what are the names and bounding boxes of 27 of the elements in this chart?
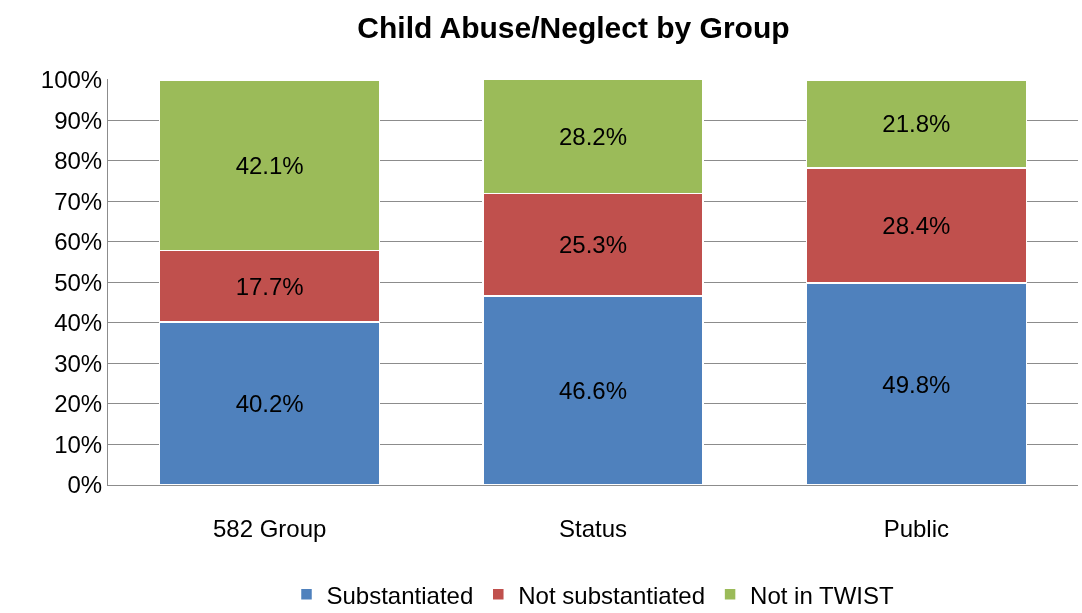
data-label: 28.2% [558, 123, 628, 151]
x-tick-label: Status [558, 514, 628, 542]
chart-title: Child Abuse/Neglect by Group [357, 11, 790, 45]
data-label: 25.3% [558, 231, 628, 259]
data-label: 46.6% [558, 377, 628, 405]
y-tick-label: 0% [67, 471, 103, 499]
y-tick-label: 30% [54, 349, 103, 377]
y-tick-label: 60% [54, 228, 103, 256]
y-tick-label: 50% [54, 268, 103, 296]
data-label: 40.2% [235, 390, 304, 418]
data-label: 42.1% [235, 151, 304, 179]
legend-label: Substantiated [326, 581, 474, 609]
data-label: 28.4% [882, 212, 951, 240]
data-label: 21.8% [882, 110, 951, 138]
y-tick-label: 40% [54, 309, 103, 337]
y-tick-label: 70% [54, 187, 103, 215]
y-tick-label: 80% [54, 147, 103, 175]
data-label: 17.7% [235, 272, 304, 300]
y-tick-label: 10% [54, 430, 103, 458]
x-tick-label: Public [883, 514, 950, 542]
y-tick-label: 90% [54, 106, 103, 134]
x-tick-label: 582 Group [212, 514, 327, 542]
y-tick-label: 100% [40, 66, 103, 94]
legend-label: Not substantiated [518, 581, 706, 609]
legend-label: Not in TWIST [750, 581, 894, 609]
y-tick-label: 20% [54, 390, 103, 418]
data-label: 49.8% [882, 370, 951, 398]
